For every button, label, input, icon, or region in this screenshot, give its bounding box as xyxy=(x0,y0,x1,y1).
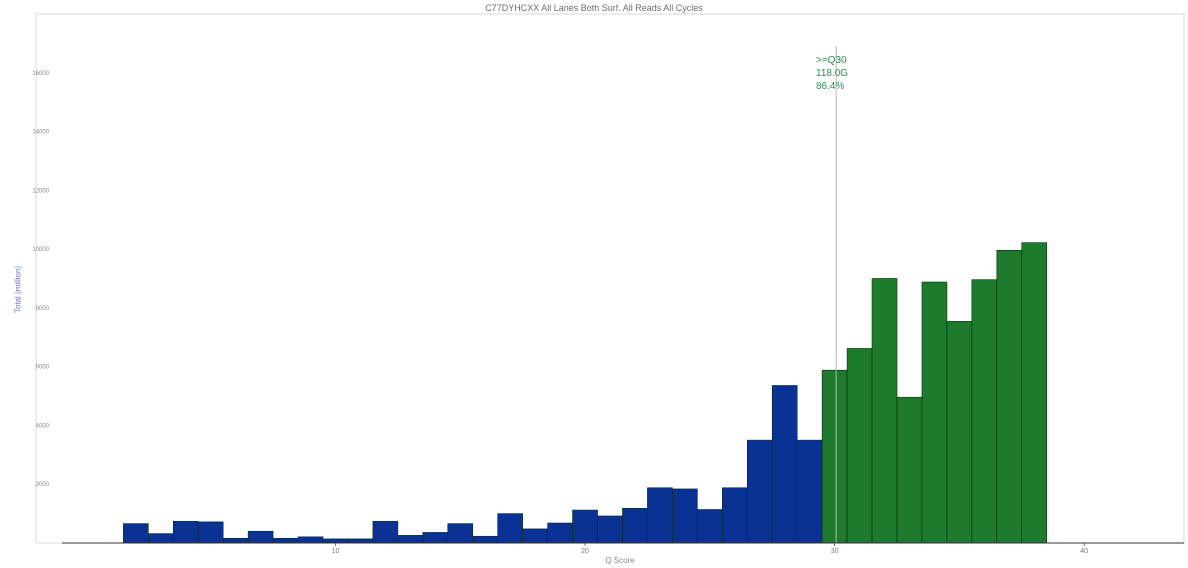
bar-q23 xyxy=(647,487,673,544)
bar-q36 xyxy=(971,279,998,544)
y-tick-10000: 10000 xyxy=(32,247,49,253)
q30-yield: 118.0G xyxy=(816,68,849,79)
bar-q31 xyxy=(846,348,873,544)
bar-q30 xyxy=(821,369,848,544)
x-tick-20: 20 xyxy=(581,548,589,555)
bar-q12 xyxy=(372,520,399,544)
bar-q35 xyxy=(946,321,973,544)
y-tick-2000: 2000 xyxy=(36,482,50,488)
x-tick-40: 40 xyxy=(1080,548,1088,555)
bar-q17 xyxy=(497,513,523,544)
bar-q13 xyxy=(397,535,424,544)
bar-q26 xyxy=(721,487,748,544)
q30-percent: 86.4% xyxy=(816,81,845,92)
bar-q6 xyxy=(222,537,249,544)
bar-q7 xyxy=(247,530,274,544)
bar-q11 xyxy=(347,538,374,544)
bar-q8 xyxy=(272,537,299,544)
bar-q37 xyxy=(996,249,1023,544)
bar-q5 xyxy=(197,521,224,544)
bar-q22 xyxy=(622,508,648,544)
bar-q19 xyxy=(547,522,573,544)
bars-group xyxy=(123,242,1048,544)
q30-annotation: >=Q30 118.0G 86.4% xyxy=(816,54,848,93)
bar-q29 xyxy=(796,439,823,544)
y-tick-12000: 12000 xyxy=(32,188,49,194)
chart-title: C77DYHCXX All Lanes Both Surf. All Reads… xyxy=(485,3,703,13)
bar-q25 xyxy=(697,509,723,544)
bar-q21 xyxy=(597,515,623,544)
y-tick-4000: 4000 xyxy=(36,423,50,429)
y-tick-6000: 6000 xyxy=(36,365,50,371)
bar-q32 xyxy=(871,278,898,544)
bar-q18 xyxy=(522,528,548,544)
q30-label: >=Q30 xyxy=(816,55,847,66)
bar-q33 xyxy=(896,396,923,544)
bar-q28 xyxy=(771,385,798,544)
bar-q24 xyxy=(672,488,698,544)
x-axis-ticks: 10 20 30 40 xyxy=(332,543,1088,555)
y-axis-ticks: 2000 4000 6000 8000 10000 12000 14000 16000 xyxy=(32,71,49,488)
bar-q14 xyxy=(422,532,449,544)
bar-q38 xyxy=(1021,242,1048,544)
bar-q3 xyxy=(148,533,174,544)
bar-q4 xyxy=(172,520,199,544)
x-tick-10: 10 xyxy=(332,548,340,555)
bar-q27 xyxy=(746,439,773,544)
bar-q10 xyxy=(322,538,349,544)
bar-q34 xyxy=(921,281,948,544)
x-axis-label: Q Score xyxy=(605,556,635,565)
bar-q9 xyxy=(297,536,324,544)
bar-q16 xyxy=(472,535,498,544)
bar-q20 xyxy=(572,509,598,544)
y-tick-14000: 14000 xyxy=(32,130,49,136)
y-tick-8000: 8000 xyxy=(36,306,50,312)
y-tick-16000: 16000 xyxy=(32,71,49,77)
bar-q2 xyxy=(123,523,149,544)
bar-q15 xyxy=(447,523,474,544)
y-axis-label: Total (million) xyxy=(13,265,23,314)
x-tick-30: 30 xyxy=(831,548,839,555)
